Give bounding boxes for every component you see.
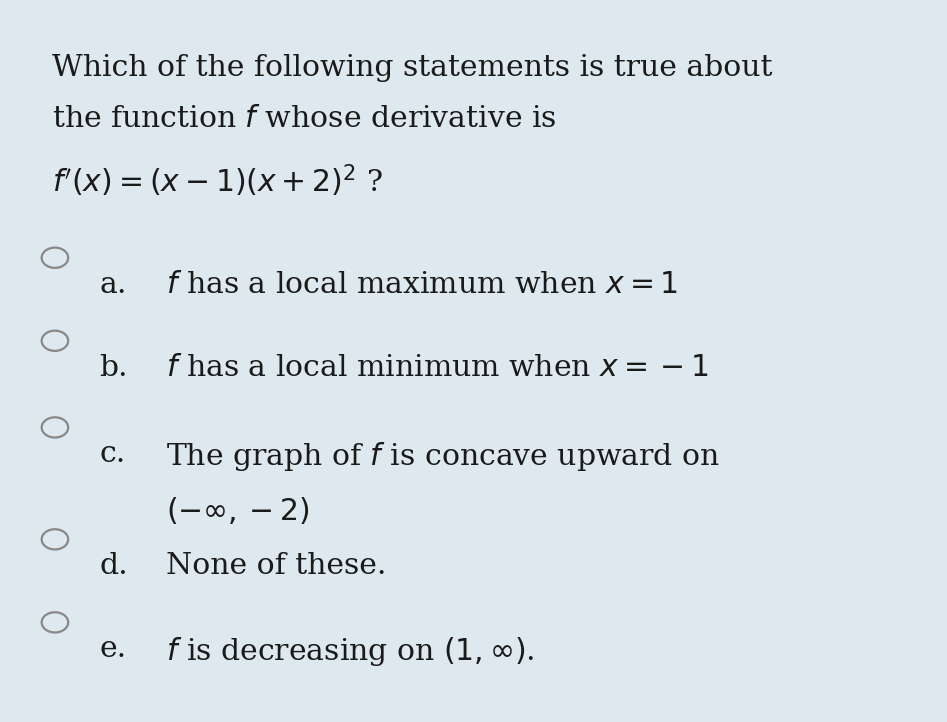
Text: $f$ has a local minimum when $x = -1$: $f$ has a local minimum when $x = -1$: [166, 354, 708, 382]
Text: $f$ is decreasing on $(1, \infty)$.: $f$ is decreasing on $(1, \infty)$.: [166, 635, 534, 669]
Text: Which of the following statements is true about: Which of the following statements is tru…: [52, 54, 773, 82]
Text: e.: e.: [99, 635, 127, 664]
Text: $(-\infty, -2)$: $(-\infty, -2)$: [166, 495, 310, 526]
Text: d.: d.: [99, 552, 128, 580]
Text: a.: a.: [99, 271, 127, 299]
Text: $f'(x) = (x - 1)(x + 2)^2$ ?: $f'(x) = (x - 1)(x + 2)^2$ ?: [52, 162, 383, 199]
Text: $f$ has a local maximum when $x = 1$: $f$ has a local maximum when $x = 1$: [166, 271, 678, 299]
Text: b.: b.: [99, 354, 128, 382]
Text: c.: c.: [99, 440, 126, 469]
Text: None of these.: None of these.: [166, 552, 386, 580]
Text: The graph of $f$ is concave upward on: The graph of $f$ is concave upward on: [166, 440, 720, 474]
Text: the function $f$ whose derivative is: the function $f$ whose derivative is: [52, 105, 557, 133]
